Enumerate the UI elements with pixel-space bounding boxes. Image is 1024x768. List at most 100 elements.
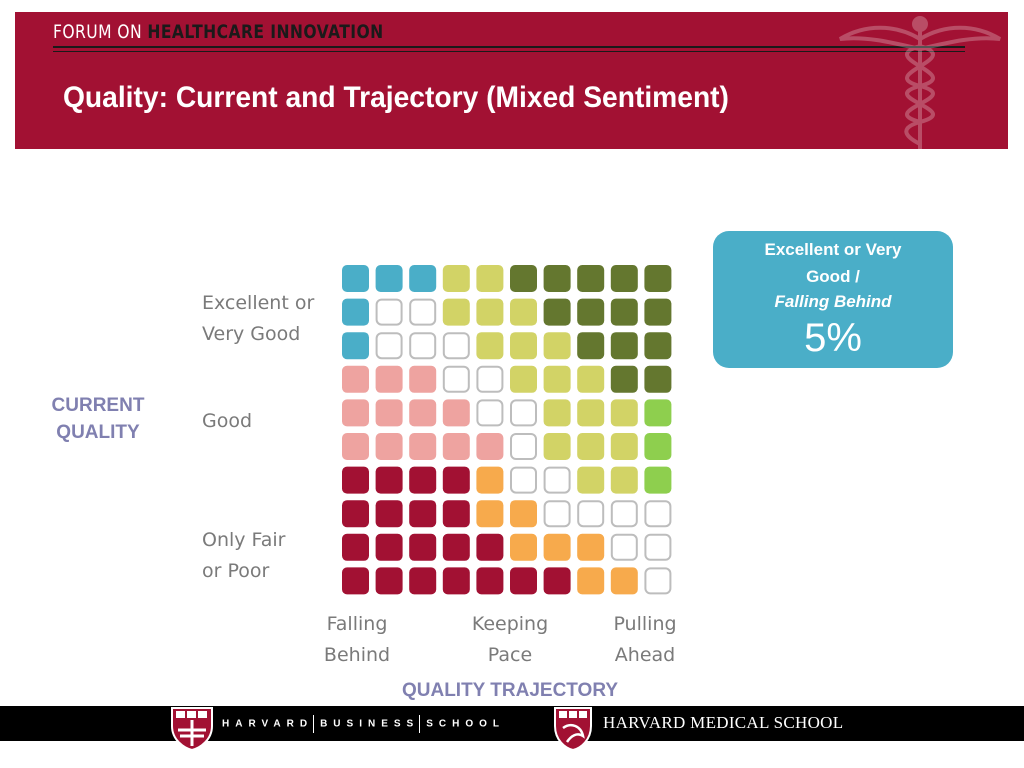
grid-cell: [577, 466, 605, 494]
grid-cell: [577, 567, 605, 595]
grid-cell: [476, 533, 504, 561]
grid-cell: [510, 399, 537, 427]
grid-cell: [375, 567, 403, 595]
grid-cell: [644, 533, 672, 561]
grid-cell: [342, 399, 369, 427]
grid-cell: [577, 500, 605, 528]
grid-cell: [510, 332, 537, 360]
grid-cell: [409, 567, 437, 595]
header-rule-bottom: [53, 51, 965, 52]
forum-title: FORUM ON HEALTHCARE INNOVATION: [53, 21, 384, 43]
grid-cell: [577, 533, 605, 561]
grid-cell: [375, 433, 403, 460]
hms-wordmark: HARVARD MEDICAL SCHOOL: [603, 713, 844, 732]
grid-cell: [644, 567, 672, 595]
grid-cell: [409, 399, 437, 427]
grid-cell: [610, 399, 638, 427]
grid-cell: [442, 433, 470, 460]
grid-cell: [409, 265, 437, 292]
grid-cell: [476, 500, 504, 528]
grid-cell: [510, 533, 537, 561]
grid-cell: [543, 399, 571, 427]
grid-cell: [409, 365, 437, 393]
header-rule-top: [53, 46, 965, 48]
grid-cell: [442, 399, 470, 427]
grid-cell: [342, 500, 369, 528]
grid-cell: [375, 365, 403, 393]
callout-value: 5%: [804, 316, 862, 360]
row-label-good: Good: [202, 410, 253, 432]
row-label-excellent: Excellent or Very Good: [202, 292, 315, 345]
slide-title: Quality: Current and Trajectory (Mixed S…: [63, 81, 729, 114]
grid-cell: [409, 433, 437, 460]
grid-cell: [476, 265, 504, 292]
grid-cell: [476, 332, 504, 360]
grid-cell: [476, 298, 504, 326]
hbs-shield-icon: [171, 707, 213, 750]
grid-cell: [476, 365, 504, 393]
row-label-fair-poor: Only Fair or Poor: [202, 529, 286, 582]
grid-cell: [510, 466, 537, 494]
forum-prefix: FORUM ON: [53, 21, 148, 43]
grid-cell: [476, 466, 504, 494]
grid-cell: [644, 466, 672, 494]
grid-cell: [577, 433, 605, 460]
hbs-separator: [313, 715, 315, 733]
grid-cell: [409, 500, 437, 528]
grid-cell: [342, 332, 369, 360]
grid-cell: [543, 533, 571, 561]
grid-cell: [342, 365, 369, 393]
grid-cell: [543, 500, 571, 528]
x-axis-title: QUALITY TRAJECTORY: [401, 680, 619, 701]
grid-cell: [543, 332, 571, 360]
callout-sublabel: Falling Behind: [774, 292, 892, 311]
grid-cell: [644, 265, 672, 292]
grid-cell: [409, 298, 437, 326]
grid-cell: [409, 466, 437, 494]
caduceus-icon: [838, 16, 1002, 149]
grid-cell: [610, 466, 638, 494]
hbs-separator: [419, 715, 421, 733]
grid-cell: [375, 399, 403, 427]
grid-cell: [644, 433, 672, 460]
grid-cell: [543, 466, 571, 494]
grid-cell: [577, 365, 605, 393]
grid-cell: [342, 567, 369, 595]
hbs-word-harvard: HARVARD: [222, 718, 314, 730]
header-banner: FORUM ON HEALTHCARE INNOVATION Quality: …: [15, 12, 1008, 149]
grid-cell: [375, 533, 403, 561]
grid-cell: [610, 332, 638, 360]
grid-cell: [442, 500, 470, 528]
grid-cell: [610, 500, 638, 528]
grid-cell: [409, 533, 437, 561]
grid-cell: [543, 567, 571, 595]
grid-cell: [610, 567, 638, 595]
hms-shield-icon: [554, 707, 592, 750]
grid-cell: [375, 466, 403, 494]
grid-cell: [442, 332, 470, 360]
grid-cell: [543, 265, 571, 292]
grid-cell: [510, 365, 537, 393]
grid-cell: [375, 332, 403, 360]
grid-cell: [409, 332, 437, 360]
grid-cell: [375, 265, 403, 292]
callout-box: Excellent or Very Good / Falling Behind …: [713, 231, 953, 368]
col-label-falling-behind: Falling Behind: [323, 613, 391, 666]
grid-cell: [543, 433, 571, 460]
grid-cell: [510, 500, 537, 528]
grid-cell: [442, 533, 470, 561]
grid-cell: [342, 265, 369, 292]
forum-name: HEALTHCARE INNOVATION: [147, 21, 384, 43]
grid-cell: [442, 466, 470, 494]
grid-cell: [610, 433, 638, 460]
grid-cell: [543, 365, 571, 393]
grid-cell: [644, 500, 672, 528]
grid-cell: [510, 298, 537, 326]
grid-cell: [610, 533, 638, 561]
grid-cell: [342, 433, 369, 460]
grid-cell: [510, 265, 537, 292]
grid-cell: [510, 433, 537, 460]
grid-cell: [442, 567, 470, 595]
grid-cell: [577, 332, 605, 360]
grid-cell: [342, 533, 369, 561]
